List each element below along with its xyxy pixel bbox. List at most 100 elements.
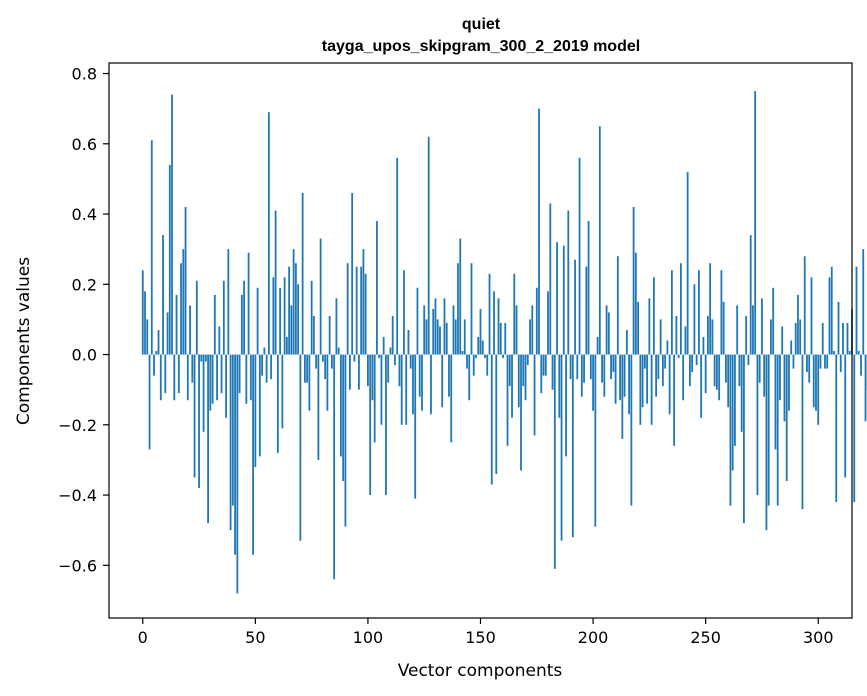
bar-154 bbox=[488, 273, 491, 355]
bar-211 bbox=[616, 256, 619, 355]
bar-127 bbox=[427, 136, 430, 355]
bar-189 bbox=[567, 210, 570, 355]
bar-136 bbox=[448, 354, 450, 397]
bar-273 bbox=[756, 354, 759, 496]
bar-281 bbox=[774, 354, 777, 450]
bar-70 bbox=[299, 354, 302, 541]
bar-297 bbox=[810, 277, 813, 355]
bar-13 bbox=[171, 94, 173, 355]
bar-137 bbox=[450, 354, 453, 443]
bar-134 bbox=[443, 298, 446, 355]
bar-57 bbox=[270, 354, 273, 380]
bar-187 bbox=[562, 245, 565, 355]
bar-103 bbox=[373, 354, 376, 443]
bar-255 bbox=[716, 354, 718, 390]
bar-158 bbox=[497, 298, 500, 355]
bar-312 bbox=[844, 354, 847, 478]
bar-156 bbox=[493, 291, 495, 355]
bar-320 bbox=[862, 249, 865, 355]
bar-201 bbox=[594, 354, 597, 527]
bar-282 bbox=[776, 354, 779, 506]
bar-269 bbox=[747, 354, 750, 366]
bar-140 bbox=[457, 263, 459, 355]
bar-43 bbox=[238, 354, 241, 394]
bar-81 bbox=[324, 354, 327, 380]
bar-11 bbox=[166, 312, 169, 355]
x-tick-label-150: 150 bbox=[465, 628, 496, 647]
bar-299 bbox=[815, 354, 817, 411]
bar-179 bbox=[544, 354, 547, 376]
y-tick-label-2: −0.2 bbox=[58, 416, 97, 435]
bar-249 bbox=[702, 336, 705, 355]
bar-102 bbox=[371, 354, 374, 401]
bar-71 bbox=[301, 192, 304, 355]
bar-38 bbox=[227, 249, 230, 355]
x-axis-ticks: 0 50 100 150 200 250 300 bbox=[138, 618, 834, 647]
bar-101 bbox=[369, 354, 372, 496]
bar-245 bbox=[693, 284, 696, 355]
bar-90 bbox=[344, 354, 347, 527]
bar-110 bbox=[389, 347, 392, 355]
bar-41 bbox=[234, 354, 236, 555]
bar-246 bbox=[695, 354, 698, 366]
bar-307 bbox=[833, 351, 835, 355]
bar-298 bbox=[812, 354, 815, 408]
bar-317 bbox=[855, 266, 858, 355]
bar-208 bbox=[610, 354, 612, 380]
bar-150 bbox=[479, 308, 482, 355]
bar-107 bbox=[382, 336, 385, 355]
bar-5 bbox=[153, 354, 155, 376]
bar-66 bbox=[290, 305, 293, 355]
bar-49 bbox=[252, 354, 254, 555]
bar-160 bbox=[502, 354, 504, 359]
bar-37 bbox=[225, 354, 227, 418]
x-axis-label: Vector components bbox=[398, 661, 563, 681]
bar-254 bbox=[713, 354, 716, 387]
bar-227 bbox=[652, 277, 655, 355]
bar-119 bbox=[409, 354, 412, 369]
bar-162 bbox=[506, 354, 509, 446]
bar-180 bbox=[547, 291, 549, 355]
bar-28 bbox=[204, 354, 207, 362]
bar-26 bbox=[200, 354, 203, 362]
bar-96 bbox=[358, 354, 360, 390]
bar-20 bbox=[186, 354, 189, 401]
bar-152 bbox=[484, 354, 486, 359]
bar-256 bbox=[718, 354, 721, 401]
bar-224 bbox=[646, 354, 649, 404]
bar-148 bbox=[475, 354, 477, 359]
y-tick-label-5: 0.4 bbox=[72, 205, 97, 224]
bar-65 bbox=[288, 266, 291, 355]
bar-266 bbox=[740, 354, 743, 432]
bar-231 bbox=[661, 354, 664, 387]
bar-113 bbox=[396, 157, 399, 355]
y-axis-ticks: −0.6 −0.4 −0.2 0.0 0.2 0.4 0.6 0.8 bbox=[58, 65, 109, 575]
bar-177 bbox=[540, 354, 543, 394]
bar-229 bbox=[657, 354, 660, 380]
bar-262 bbox=[731, 354, 734, 471]
bar-184 bbox=[556, 242, 558, 355]
bar-304 bbox=[826, 354, 829, 369]
bar-104 bbox=[376, 221, 378, 355]
bar-124 bbox=[421, 354, 423, 411]
bar-75 bbox=[310, 280, 313, 355]
bar-225 bbox=[648, 298, 651, 355]
y-axis-label: Components values bbox=[14, 257, 34, 425]
bar-310 bbox=[839, 354, 842, 373]
bar-270 bbox=[749, 235, 752, 355]
bar-223 bbox=[643, 354, 646, 369]
bar-302 bbox=[821, 322, 824, 355]
bar-263 bbox=[734, 354, 736, 446]
y-tick-label-3: 0.0 bbox=[72, 346, 97, 365]
bar-9 bbox=[162, 235, 164, 355]
bar-100 bbox=[367, 354, 369, 387]
bar-265 bbox=[738, 354, 741, 387]
bar-215 bbox=[625, 329, 628, 355]
bar-199 bbox=[589, 354, 592, 380]
bar-206 bbox=[605, 305, 608, 355]
bar-253 bbox=[711, 319, 714, 355]
bar-68 bbox=[294, 263, 297, 355]
bar-73 bbox=[306, 354, 309, 383]
y-tick-label-7: 0.8 bbox=[72, 65, 97, 84]
bar-277 bbox=[765, 354, 768, 531]
